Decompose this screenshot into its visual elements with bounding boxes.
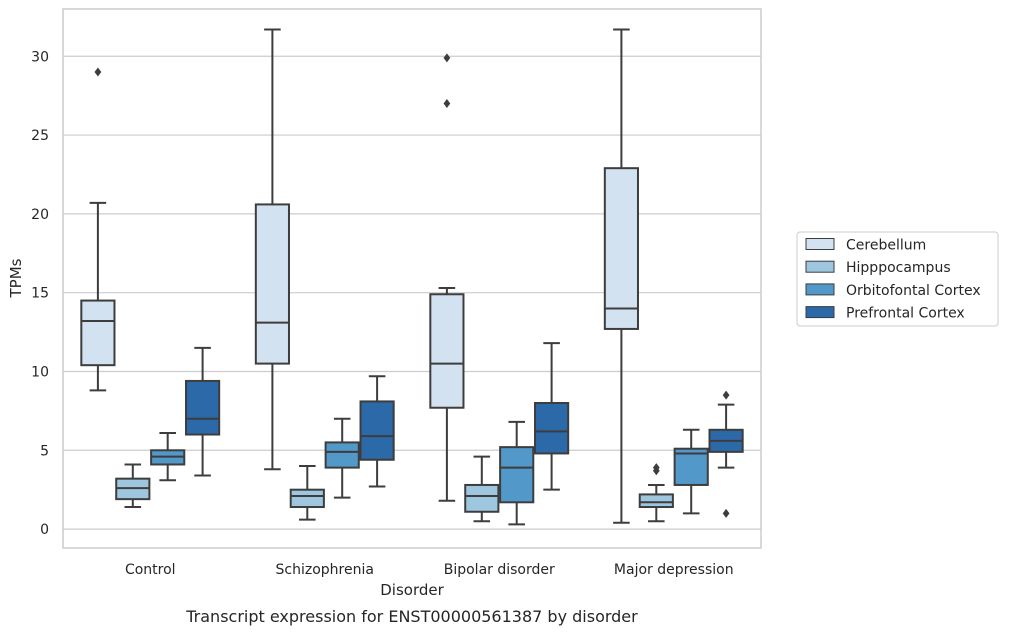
y-tick-label: 10 (31, 364, 49, 380)
box-0-3 (185, 346, 221, 477)
y-tick-label: 20 (31, 207, 49, 223)
box-1-1 (289, 465, 325, 521)
box-3-2 (673, 428, 709, 515)
outlier-point (722, 390, 730, 400)
legend-label: Prefrontal Cortex (846, 306, 965, 322)
legend-label: Orbitofontal Cortex (846, 283, 981, 299)
x-tick-label: Major depression (614, 562, 734, 578)
outlier-point (443, 99, 451, 109)
legend-swatch (805, 283, 835, 296)
box-1-2 (324, 417, 360, 499)
y-axis-title: TPMs (7, 258, 25, 298)
box-iqr (534, 402, 570, 455)
box-iqr (289, 488, 325, 509)
legend: Cerebellum Hipppocampus Orbitofontal Corte… (796, 231, 999, 327)
x-tick-labels: Control Schizophrenia Bipolar disorder Majo… (125, 562, 734, 578)
legend-swatch (805, 306, 835, 319)
box-3-3 (708, 390, 744, 518)
box-iqr (464, 483, 500, 513)
x-tick-label: Schizophrenia (276, 562, 374, 578)
box-iqr (673, 447, 709, 486)
x-tick-label: Bipolar disorder (444, 562, 555, 578)
y-tick-label: 0 (40, 522, 49, 538)
y-tick-label: 25 (31, 128, 49, 144)
legend-label: Hipppocampus (846, 260, 951, 276)
y-tick-label: 30 (31, 49, 49, 65)
box-iqr (499, 446, 535, 504)
box-iqr (80, 299, 116, 367)
legend-swatch (805, 238, 835, 250)
box-1-3 (359, 375, 395, 488)
outlier-point (652, 463, 660, 473)
x-axis-title: Disorder (380, 581, 444, 599)
box-1-0 (254, 28, 290, 471)
box-iqr (324, 441, 360, 469)
chart-caption: Transcript expression for ENST0000056138… (185, 607, 638, 626)
box-iqr (429, 293, 465, 409)
box-iqr (254, 203, 290, 365)
y-tick-label: 5 (40, 443, 49, 459)
box-2-3 (534, 342, 570, 491)
outlier-point (443, 53, 451, 63)
box-plots (80, 28, 744, 526)
outlier-point (94, 67, 102, 77)
box-3-0 (603, 28, 639, 524)
box-iqr (185, 379, 221, 436)
outlier-point (722, 508, 730, 518)
legend-label: Cerebellum (846, 238, 926, 254)
box-2-0 (429, 53, 465, 502)
box-0-0 (80, 67, 116, 392)
box-2-2 (499, 420, 535, 526)
box-iqr (603, 167, 639, 330)
y-tick-label: 15 (31, 286, 49, 302)
box-3-1 (638, 463, 674, 523)
box-0-2 (150, 431, 186, 482)
legend-frame (796, 231, 999, 327)
y-tick-labels: 0 5 10 15 20 25 30 (31, 49, 49, 538)
box-iqr (638, 493, 674, 509)
x-tick-label: Control (125, 562, 176, 578)
legend-swatch (805, 260, 835, 273)
box-iqr (359, 400, 395, 461)
box-2-1 (464, 455, 500, 523)
box-0-1 (115, 463, 151, 509)
plot-area-frame (62, 8, 762, 549)
